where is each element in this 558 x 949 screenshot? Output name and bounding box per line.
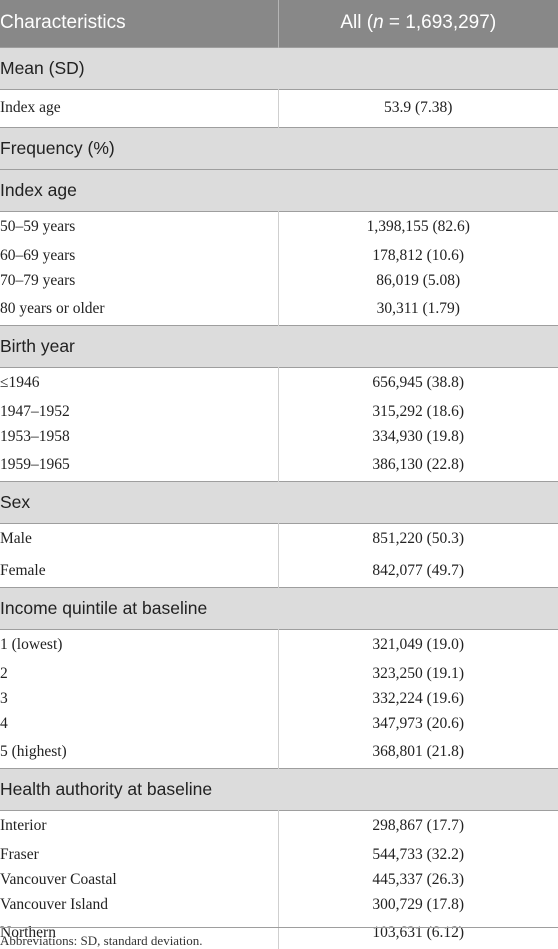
- row-label: 1953–1958: [0, 424, 279, 449]
- row-label: ≤1946: [0, 367, 279, 399]
- subsection-row: Income quintile at baseline: [0, 587, 558, 629]
- row-label: Vancouver Island: [0, 892, 279, 917]
- row-label: 4: [0, 711, 279, 736]
- row-value: 445,337 (26.3): [372, 870, 465, 888]
- row-label: 1959–1965: [0, 449, 279, 481]
- row-label: 2: [0, 661, 279, 686]
- row-value: 298,867 (17.7): [372, 817, 465, 835]
- subsection-label: Index age: [0, 179, 77, 200]
- row-value: 851,220 (50.3): [372, 530, 465, 548]
- subsection-label: Birth year: [0, 335, 75, 356]
- table-row: Fraser 544,733 (32.2): [0, 842, 558, 867]
- table-row: Vancouver Coastal 445,337 (26.3): [0, 867, 558, 892]
- table-footnote: Abbreviations: SD, standard deviation.: [0, 927, 558, 949]
- table-row: 60–69 years 178,812 (10.6): [0, 243, 558, 268]
- subsection-row: Health authority at baseline: [0, 768, 558, 810]
- row-value: 544,733 (32.2): [372, 845, 465, 863]
- table-row: 3 332,224 (19.6): [0, 686, 558, 711]
- table-row: Female 842,077 (49.7): [0, 555, 558, 587]
- section-label-mean: Mean (SD): [0, 57, 85, 78]
- section-label-frequency: Frequency (%): [0, 137, 115, 158]
- row-value: 103,631 (6.12): [372, 924, 465, 941]
- table-row: Interior 298,867 (17.7): [0, 810, 558, 842]
- subsection-label: Income quintile at baseline: [0, 597, 208, 618]
- header-all-prefix: All (: [340, 12, 374, 34]
- header-characteristics: Characteristics: [0, 0, 279, 47]
- subsection-label: Health authority at baseline: [0, 778, 213, 799]
- table-row: 4 347,973 (20.6): [0, 711, 558, 736]
- table-row: 80 years or older 30,311 (1.79): [0, 293, 558, 325]
- row-value: 332,224 (19.6): [372, 689, 465, 707]
- table-row: Index age 53.9 (7.38): [0, 89, 558, 127]
- table-row: 1 (lowest) 321,049 (19.0): [0, 629, 558, 661]
- row-label: Fraser: [0, 842, 279, 867]
- row-value: 368,801 (21.8): [372, 742, 465, 760]
- table-row: 70–79 years 86,019 (5.08): [0, 268, 558, 293]
- table-row: Vancouver Island 300,729 (17.8): [0, 892, 558, 917]
- row-label: Male: [0, 523, 279, 555]
- row-label: Female: [0, 555, 279, 587]
- row-label: Northern: [0, 917, 279, 949]
- table-row: 5 (highest) 368,801 (21.8): [0, 736, 558, 768]
- row-label: 50–59 years: [0, 211, 279, 243]
- row-value: 53.9 (7.38): [384, 99, 453, 116]
- subsection-row: Index age: [0, 169, 558, 211]
- row-label: 1 (lowest): [0, 629, 279, 661]
- row-value: 323,250 (19.1): [372, 664, 465, 682]
- row-label: 80 years or older: [0, 293, 279, 325]
- table-row: 1953–1958 334,930 (19.8): [0, 424, 558, 449]
- row-value: 334,930 (19.8): [372, 427, 465, 445]
- table-row: Male 851,220 (50.3): [0, 523, 558, 555]
- row-label: 70–79 years: [0, 268, 279, 293]
- table-row: ≤1946 656,945 (38.8): [0, 367, 558, 399]
- header-all-suffix: = 1,693,297): [383, 12, 497, 34]
- table-row: 1959–1965 386,130 (22.8): [0, 449, 558, 481]
- row-value: 347,973 (20.6): [372, 714, 465, 732]
- row-label: 1947–1952: [0, 399, 279, 424]
- row-value: 86,019 (5.08): [376, 271, 461, 289]
- row-value: 842,077 (49.7): [372, 561, 465, 579]
- subsection-row: Sex: [0, 481, 558, 523]
- row-label: Interior: [0, 810, 279, 842]
- subsection-label: Sex: [0, 491, 31, 512]
- header-all-n: n: [373, 12, 384, 34]
- table-row: 50–59 years 1,398,155 (82.6): [0, 211, 558, 243]
- row-label: 3: [0, 686, 279, 711]
- row-value: 300,729 (17.8): [372, 895, 465, 913]
- subsection-row: Birth year: [0, 325, 558, 367]
- row-label: 60–69 years: [0, 243, 279, 268]
- row-label: Vancouver Coastal: [0, 867, 279, 892]
- section-row-mean: Mean (SD): [0, 47, 558, 89]
- table-row: 2 323,250 (19.1): [0, 661, 558, 686]
- row-value: 321,049 (19.0): [372, 636, 465, 654]
- row-value: 178,812 (10.6): [372, 246, 465, 264]
- row-value: 315,292 (18.6): [372, 402, 465, 420]
- header-all: All (n = 1,693,297): [278, 0, 558, 47]
- section-row-frequency: Frequency (%): [0, 127, 558, 169]
- table-row: Northern 103,631 (6.12): [0, 917, 558, 949]
- row-label: Index age: [0, 89, 279, 127]
- row-value: 30,311 (1.79): [376, 299, 460, 317]
- row-value: 386,130 (22.8): [372, 455, 465, 473]
- row-value: 656,945 (38.8): [372, 374, 465, 392]
- table-header-row: Characteristics All (n = 1,693,297): [0, 0, 558, 47]
- row-label: 5 (highest): [0, 736, 279, 768]
- row-value: 1,398,155 (82.6): [366, 218, 470, 236]
- table-row: 1947–1952 315,292 (18.6): [0, 399, 558, 424]
